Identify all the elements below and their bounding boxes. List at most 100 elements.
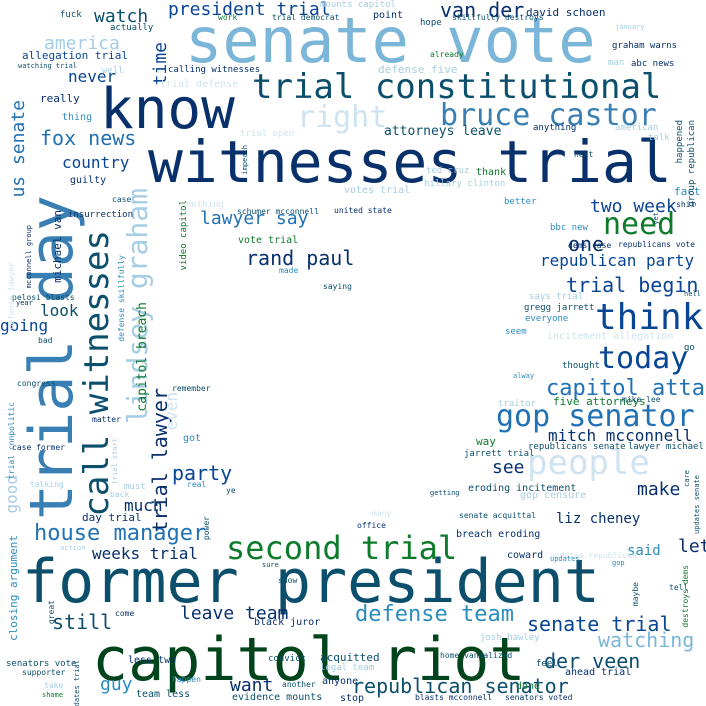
word: lawyer say	[200, 208, 309, 229]
word: saying	[323, 282, 352, 291]
word: mcconnell group	[25, 225, 33, 289]
word: really	[40, 92, 80, 105]
word: fuck	[60, 10, 82, 20]
word: look	[40, 301, 79, 320]
word: people	[527, 443, 650, 483]
word: going	[0, 316, 49, 335]
word: senators voted	[505, 693, 573, 702]
word: thank	[476, 167, 507, 178]
word: senate trial	[527, 612, 672, 636]
word: mike lee	[622, 395, 661, 404]
word: ted cruz	[426, 166, 470, 176]
word: says trial	[529, 292, 584, 302]
word: mitch mcconnell	[548, 426, 693, 445]
word: one	[568, 232, 605, 256]
word: america	[44, 33, 120, 54]
word: votes trial	[344, 185, 411, 196]
word: incitement allegation	[547, 331, 674, 342]
word: attorneys leave	[384, 124, 502, 139]
word: supporter	[22, 668, 66, 677]
word: trial defense	[160, 79, 239, 90]
word: acquitted	[320, 651, 380, 664]
word: former president	[22, 547, 600, 617]
word: republicans senate	[528, 442, 626, 452]
word: real	[187, 480, 207, 489]
word: getting	[430, 489, 460, 497]
word: guy	[100, 674, 133, 695]
word: maybe	[631, 582, 640, 607]
word: way	[476, 435, 496, 448]
word: action	[60, 544, 86, 552]
word: traitor	[498, 399, 536, 409]
word: five attorneys	[553, 395, 646, 408]
word: shit	[676, 200, 696, 209]
word: team less	[136, 689, 191, 700]
word: want	[230, 675, 274, 696]
word: trial begin	[566, 273, 699, 297]
word: go	[684, 343, 695, 353]
word: bbc new	[550, 223, 588, 233]
word: anyone	[322, 676, 359, 687]
word: pelosi blasts	[12, 293, 75, 302]
word: good	[2, 475, 21, 514]
word: two week	[590, 196, 677, 217]
word: thing	[62, 112, 93, 123]
word: matter	[92, 415, 121, 424]
word: watching trial	[18, 62, 78, 70]
word: josh hawley	[480, 633, 540, 643]
word: much	[124, 496, 163, 515]
word: updates senate	[693, 475, 701, 535]
word: thought	[562, 361, 600, 371]
word: day trial	[82, 511, 142, 524]
word: great	[47, 600, 56, 625]
word: rand paul	[246, 246, 355, 270]
word: got	[183, 433, 202, 444]
word: done	[516, 681, 541, 692]
word: president trial	[168, 0, 331, 20]
word: hell	[684, 290, 701, 298]
word: let	[678, 536, 706, 557]
word: seem	[505, 327, 527, 337]
word: trial start	[111, 438, 119, 485]
word: senate vote	[185, 4, 596, 77]
word: anything	[533, 123, 577, 133]
word: weeks trial	[92, 544, 198, 563]
word: nothing	[186, 200, 224, 210]
word: witnesses trial	[148, 128, 672, 196]
word: home vandalized	[440, 651, 513, 660]
word: still	[52, 610, 113, 634]
word: trial open	[240, 129, 295, 139]
word: der veen	[544, 649, 641, 673]
word: van der	[440, 0, 525, 22]
word: abc news	[631, 59, 675, 69]
word: united state	[334, 206, 392, 215]
word: everyone	[525, 314, 569, 324]
word: gop	[612, 559, 625, 567]
word: trial constitutional	[252, 67, 662, 107]
word: updates trial	[73, 660, 81, 706]
word: yet	[652, 212, 660, 225]
word: mounts capitol	[320, 0, 396, 10]
word: vote trial	[238, 235, 299, 246]
word: group republican	[687, 120, 697, 207]
word: republicans vote	[618, 240, 696, 249]
word: fox news	[40, 126, 137, 150]
word: republican party	[540, 251, 695, 270]
word: defense team	[355, 602, 514, 627]
word: updates	[550, 555, 580, 563]
word: skillfully destroys	[452, 13, 544, 22]
word: hope	[420, 18, 442, 28]
word: made	[279, 266, 299, 275]
word: power	[202, 516, 211, 541]
word: less two	[128, 655, 177, 666]
word: well	[102, 66, 124, 76]
word: calling witnesses	[168, 65, 261, 75]
word: shame	[42, 691, 64, 699]
word: second trial	[226, 529, 458, 567]
word: stop	[340, 693, 365, 704]
word: congress	[17, 379, 56, 388]
word: bruce castor	[440, 98, 657, 133]
word: sure	[262, 561, 279, 569]
word: lawyer michael	[628, 442, 704, 452]
word: bad	[38, 336, 53, 345]
